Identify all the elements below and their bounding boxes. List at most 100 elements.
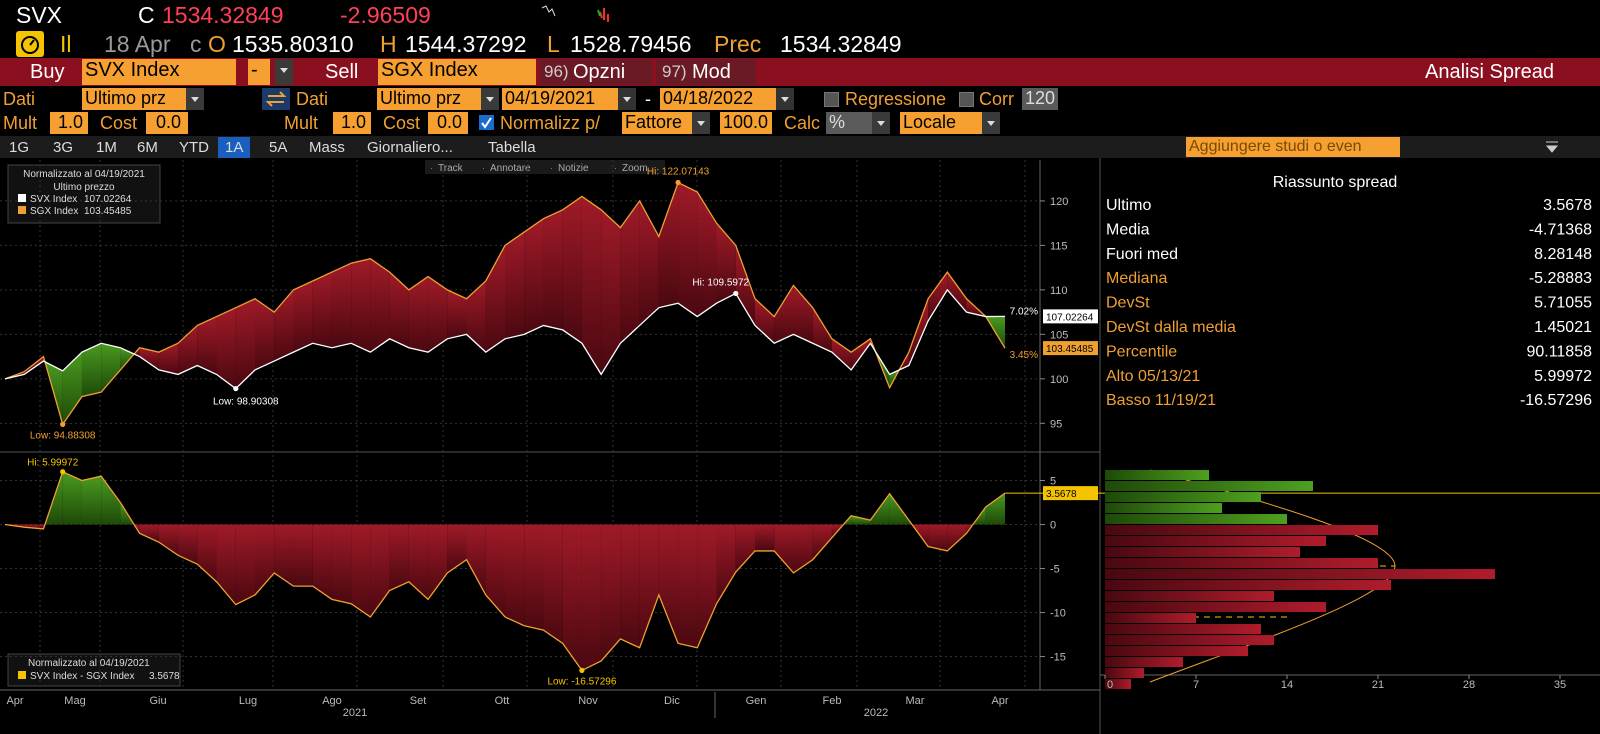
hist-bar xyxy=(1105,569,1495,580)
mult-label: Mult xyxy=(3,113,38,133)
corr-value[interactable]: 120 xyxy=(1022,88,1058,110)
hist-bar xyxy=(1105,679,1131,690)
legend-value: 103.45485 xyxy=(84,206,132,217)
hist-bar xyxy=(1105,547,1300,558)
extreme-marker xyxy=(60,421,66,427)
summary-label: Fuori med xyxy=(1106,246,1178,263)
spread-fill xyxy=(158,524,179,556)
calendar[interactable] xyxy=(618,88,636,110)
y-tick-label: 120 xyxy=(1050,196,1068,208)
spread-fill xyxy=(101,476,121,525)
spread-fill xyxy=(639,200,659,326)
spread-fill xyxy=(139,347,159,370)
annotation: Hi: 5.99972 xyxy=(27,458,79,469)
mult[interactable]: 1.0 xyxy=(50,112,88,134)
spread-fill xyxy=(351,258,371,353)
spread-fill xyxy=(24,524,44,529)
change-label: 7.02% xyxy=(1010,306,1038,317)
data-label: Dati xyxy=(3,89,36,109)
spread-fill xyxy=(428,276,448,353)
data-label-2: Dati xyxy=(296,89,329,109)
spread-fill xyxy=(447,524,467,573)
tab[interactable]: 1M xyxy=(96,139,117,156)
dropdown[interactable] xyxy=(186,88,204,110)
last-value: 107.02264 xyxy=(1046,312,1094,323)
study-input[interactable]: Aggiungere studi o even xyxy=(1186,137,1400,157)
date-suffix: c xyxy=(190,31,202,57)
menu-arrow[interactable] xyxy=(1544,140,1560,154)
hist-bar xyxy=(1105,668,1144,679)
end-date[interactable]: 04/18/2022 xyxy=(660,88,776,110)
spread-fill xyxy=(447,289,467,339)
spread-fill xyxy=(716,223,736,304)
hist-bar xyxy=(1105,624,1261,635)
tab[interactable]: 1A xyxy=(218,137,251,158)
mult-2[interactable]: 1.0 xyxy=(333,112,371,134)
mode-button[interactable] xyxy=(656,59,756,85)
dropdown[interactable] xyxy=(692,112,710,134)
tab[interactable]: Giornaliero... xyxy=(367,139,453,156)
y-tick-label: -15 xyxy=(1050,652,1066,664)
hist-bar xyxy=(1105,492,1261,503)
spread-fill xyxy=(293,524,313,587)
hist-bar xyxy=(1105,514,1287,525)
tab[interactable]: Tabella xyxy=(488,139,536,156)
dropdown[interactable] xyxy=(275,59,293,85)
x-tick-label: 35 xyxy=(1554,679,1566,691)
clock-icon[interactable] xyxy=(16,31,44,57)
y-tick-label: 115 xyxy=(1050,240,1068,252)
y-tick-label: -5 xyxy=(1050,564,1060,576)
spread-fill xyxy=(408,524,429,600)
mode: Mod xyxy=(692,61,731,83)
series-line xyxy=(4,470,1006,672)
swap-icon[interactable] xyxy=(262,88,290,110)
sell-security[interactable]: SGX Index xyxy=(378,59,536,85)
options-button[interactable] xyxy=(540,59,652,85)
tab[interactable]: Mass xyxy=(309,139,345,156)
calc[interactable]: % xyxy=(826,112,872,134)
x-tick-label: Ott xyxy=(495,695,510,707)
start-date[interactable]: 04/19/2021 xyxy=(502,88,618,110)
dropdown[interactable] xyxy=(872,112,890,134)
checkbox[interactable] xyxy=(959,92,974,107)
tab[interactable]: 3G xyxy=(53,139,74,156)
tool-icon: · xyxy=(550,163,553,173)
spread-fill xyxy=(831,338,852,370)
date: 18 Apr xyxy=(104,31,171,57)
spread-fill xyxy=(658,182,679,308)
x-tick-label: 7 xyxy=(1193,679,1199,691)
checkbox[interactable] xyxy=(824,92,839,107)
tab[interactable]: 6M xyxy=(137,139,158,156)
tab[interactable]: 1G xyxy=(9,139,30,156)
tab[interactable]: YTD xyxy=(179,139,209,156)
hist-bar xyxy=(1105,613,1196,624)
summary-value: -5.28883 xyxy=(1529,270,1592,287)
mult-label-2: Mult xyxy=(284,113,319,133)
data-field[interactable]: Ultimo prz xyxy=(82,88,186,110)
x-tick-label: 28 xyxy=(1463,679,1475,691)
spread-fill xyxy=(274,289,294,362)
options-num: 96) xyxy=(544,62,569,81)
cost-2[interactable]: 0.0 xyxy=(428,112,468,134)
calendar[interactable] xyxy=(776,88,794,110)
data-field-2[interactable]: Ultimo prz xyxy=(377,88,481,110)
spread-fill xyxy=(716,524,736,604)
spread-fill xyxy=(524,524,544,631)
chart-toolbar xyxy=(425,160,665,174)
spread-fill xyxy=(408,276,429,353)
minus[interactable]: - xyxy=(248,59,270,85)
corr: Corr xyxy=(979,89,1014,109)
dropdown[interactable] xyxy=(481,88,499,110)
factor[interactable]: Fattore xyxy=(622,112,692,134)
dropdown[interactable] xyxy=(982,112,1000,134)
normalize-checkbox[interactable] xyxy=(479,115,495,131)
y-tick-label: 105 xyxy=(1050,329,1068,341)
factor-value[interactable]: 100.0 xyxy=(720,112,772,134)
series-line xyxy=(4,181,1006,426)
cost[interactable]: 0.0 xyxy=(146,112,188,134)
buy-security[interactable]: SVX Index xyxy=(82,59,236,85)
locale[interactable]: Locale xyxy=(900,112,982,134)
tab[interactable]: 5A xyxy=(269,139,288,156)
annotation: Low: 94.88308 xyxy=(30,430,96,441)
low: 1528.79456 xyxy=(570,31,692,57)
